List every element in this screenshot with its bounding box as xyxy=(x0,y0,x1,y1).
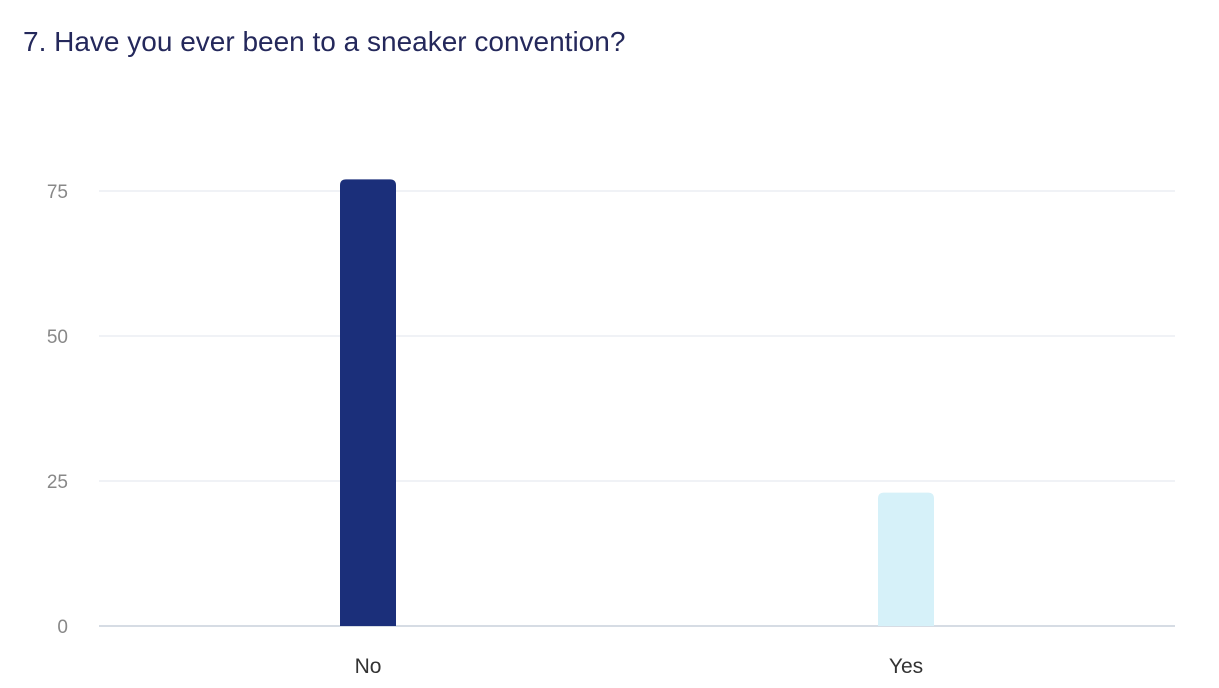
chart-title: 7. Have you ever been to a sneaker conve… xyxy=(23,26,626,57)
x-tick-label-no: No xyxy=(355,655,382,678)
x-tick-label-yes: Yes xyxy=(889,655,923,678)
bar-yes xyxy=(878,492,934,626)
y-tick-label-50: 50 xyxy=(47,327,68,348)
y-tick-label-25: 25 xyxy=(47,472,68,493)
y-tick-label-75: 75 xyxy=(47,182,68,203)
bar-no xyxy=(340,179,396,626)
y-tick-label-0: 0 xyxy=(57,617,68,638)
